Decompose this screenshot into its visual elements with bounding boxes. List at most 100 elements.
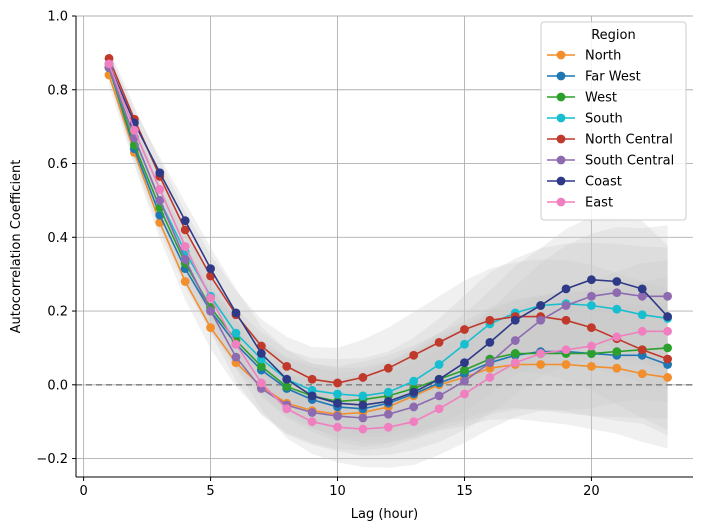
- data-point: [561, 284, 571, 294]
- data-point: [460, 376, 469, 386]
- series-group: [104, 59, 673, 434]
- legend-title: Region: [591, 28, 636, 43]
- x-tick-label: 5: [206, 484, 214, 499]
- data-point: [637, 310, 647, 320]
- data-point: [333, 378, 342, 388]
- data-point: [587, 341, 596, 351]
- data-point: [485, 373, 495, 382]
- data-point: [637, 291, 647, 301]
- y-tick-label: 0.8: [47, 83, 68, 98]
- legend-item: South Central: [547, 154, 674, 169]
- data-point: [180, 255, 190, 264]
- legend-swatch-marker: [556, 197, 566, 207]
- data-point: [612, 304, 622, 314]
- data-point: [561, 345, 571, 355]
- legend-label: South: [585, 112, 623, 127]
- y-axis-label: Autocorrelation Coefficient: [9, 160, 24, 334]
- legend-swatch-marker: [556, 155, 566, 165]
- axes: [75, 16, 693, 478]
- legend-item: East: [547, 196, 613, 211]
- data-point: [282, 374, 292, 384]
- data-point: [256, 361, 266, 371]
- data-point: [256, 378, 266, 388]
- data-point: [561, 301, 571, 310]
- data-point: [155, 168, 165, 178]
- data-point: [358, 391, 368, 401]
- data-point: [637, 369, 647, 379]
- data-point: [383, 387, 393, 397]
- data-point: [663, 354, 673, 364]
- data-point: [206, 323, 215, 333]
- data-point: [409, 402, 419, 412]
- data-point: [612, 332, 622, 342]
- ticks: 0 5 10 15 20 −0.2 0.0 0.2 0.4 0.6 0.8 1.0: [36, 10, 599, 500]
- legend-swatch-marker: [556, 134, 566, 144]
- data-point: [587, 361, 596, 371]
- legend-item: North: [547, 49, 621, 64]
- data-point: [256, 349, 266, 358]
- data-point: [180, 242, 190, 251]
- data-point: [206, 293, 215, 303]
- data-point: [231, 352, 241, 362]
- data-point: [206, 264, 215, 274]
- data-point: [256, 341, 266, 351]
- data-point: [663, 312, 673, 321]
- data-point: [155, 184, 165, 194]
- data-point: [307, 374, 317, 384]
- legend-label: Far West: [585, 70, 641, 85]
- y-tick-label: 0.6: [47, 157, 68, 172]
- x-tick-label: 15: [456, 484, 473, 499]
- data-point: [637, 284, 647, 294]
- legend-item: South: [547, 112, 623, 127]
- data-point: [587, 323, 596, 333]
- y-tick-label: 0.0: [47, 378, 68, 393]
- data-point: [612, 277, 622, 286]
- data-point: [104, 59, 114, 69]
- data-point: [510, 358, 520, 368]
- data-point: [383, 396, 393, 406]
- confidence-band: [109, 57, 668, 447]
- data-point: [663, 373, 673, 382]
- data-point: [485, 337, 495, 347]
- data-point: [206, 306, 215, 316]
- data-point: [231, 328, 241, 338]
- series-group: [104, 59, 673, 410]
- data-point: [434, 374, 444, 384]
- data-point: [536, 315, 546, 325]
- legend-swatch-marker: [556, 113, 566, 123]
- data-point: [587, 301, 596, 310]
- x-tick-label: 20: [583, 484, 600, 499]
- data-point: [333, 411, 342, 421]
- legend-item: North Central: [547, 133, 673, 148]
- legend-label: West: [585, 91, 617, 106]
- data-point: [663, 326, 673, 336]
- data-point: [612, 288, 622, 297]
- data-point: [409, 417, 419, 427]
- data-point: [485, 315, 495, 325]
- data-point: [383, 363, 393, 373]
- legend-item: Far West: [547, 70, 641, 85]
- data-point: [510, 336, 520, 345]
- data-point: [434, 391, 444, 401]
- data-point: [358, 400, 368, 410]
- data-point: [510, 315, 520, 325]
- data-point: [663, 343, 673, 353]
- data-point: [307, 417, 317, 427]
- data-point: [409, 350, 419, 360]
- data-point: [383, 422, 393, 432]
- data-point: [460, 325, 469, 334]
- data-point: [434, 360, 444, 369]
- data-point: [358, 373, 368, 382]
- data-point: [307, 391, 317, 401]
- data-point: [409, 387, 419, 397]
- data-point: [333, 389, 342, 399]
- data-point: [663, 291, 673, 301]
- data-point: [536, 349, 546, 358]
- legend-swatch-marker: [556, 92, 566, 102]
- data-point: [383, 409, 393, 419]
- data-point: [460, 339, 469, 349]
- data-point: [434, 337, 444, 347]
- data-point: [485, 358, 495, 368]
- legend-swatch-marker: [556, 71, 566, 81]
- series-lines: [104, 54, 673, 434]
